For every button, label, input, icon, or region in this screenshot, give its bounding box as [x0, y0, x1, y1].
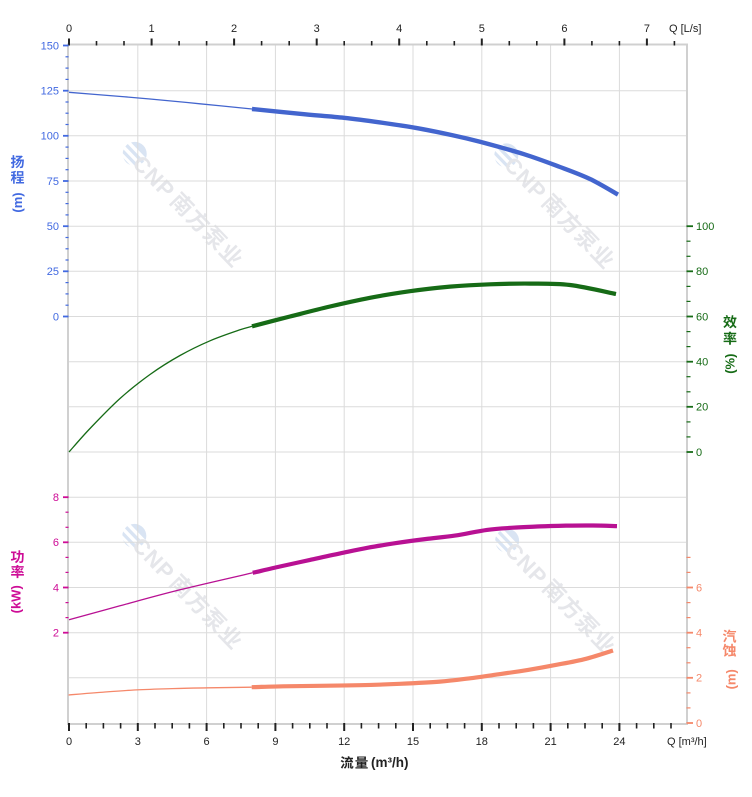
svg-text:0: 0 [696, 718, 702, 730]
svg-text:3: 3 [314, 23, 320, 35]
svg-text:150: 150 [41, 40, 59, 52]
svg-text:6: 6 [204, 736, 210, 748]
svg-text:21: 21 [544, 736, 556, 748]
svg-text:80: 80 [696, 266, 708, 278]
svg-text:60: 60 [696, 311, 708, 323]
svg-text:12: 12 [338, 736, 350, 748]
svg-text:20: 20 [696, 402, 708, 414]
svg-text:0: 0 [696, 447, 702, 459]
svg-text:8: 8 [53, 492, 59, 504]
svg-text:(m): (m) [724, 669, 739, 689]
svg-text:4: 4 [696, 628, 702, 640]
svg-text:24: 24 [613, 736, 625, 748]
svg-text:100: 100 [41, 131, 59, 143]
svg-text:125: 125 [41, 86, 59, 98]
svg-text:2: 2 [231, 23, 237, 35]
svg-text:5: 5 [479, 23, 485, 35]
svg-text:6: 6 [561, 23, 567, 35]
svg-text:50: 50 [47, 221, 59, 233]
svg-text:0: 0 [66, 23, 72, 35]
svg-text:(m³/h): (m³/h) [371, 755, 409, 770]
svg-text:6: 6 [53, 537, 59, 549]
svg-text:100: 100 [696, 221, 714, 233]
svg-text:9: 9 [272, 736, 278, 748]
svg-text:3: 3 [135, 736, 141, 748]
svg-text:40: 40 [696, 357, 708, 369]
svg-text:75: 75 [47, 176, 59, 188]
svg-text:7: 7 [644, 23, 650, 35]
svg-text:25: 25 [47, 266, 59, 278]
svg-text:15: 15 [407, 736, 419, 748]
svg-text:(%): (%) [723, 354, 738, 374]
svg-text:0: 0 [53, 311, 59, 323]
svg-text:(m): (m) [10, 192, 25, 212]
svg-text:4: 4 [53, 582, 59, 594]
svg-text:Q [L/s]: Q [L/s] [669, 23, 701, 35]
svg-text:(kW): (kW) [9, 585, 24, 613]
svg-text:0: 0 [66, 736, 72, 748]
svg-text:6: 6 [696, 582, 702, 594]
svg-text:1: 1 [149, 23, 155, 35]
svg-text:2: 2 [696, 673, 702, 685]
svg-text:Q [m³/h]: Q [m³/h] [667, 736, 707, 748]
svg-text:4: 4 [396, 23, 402, 35]
svg-text:18: 18 [476, 736, 488, 748]
svg-text:2: 2 [53, 628, 59, 640]
